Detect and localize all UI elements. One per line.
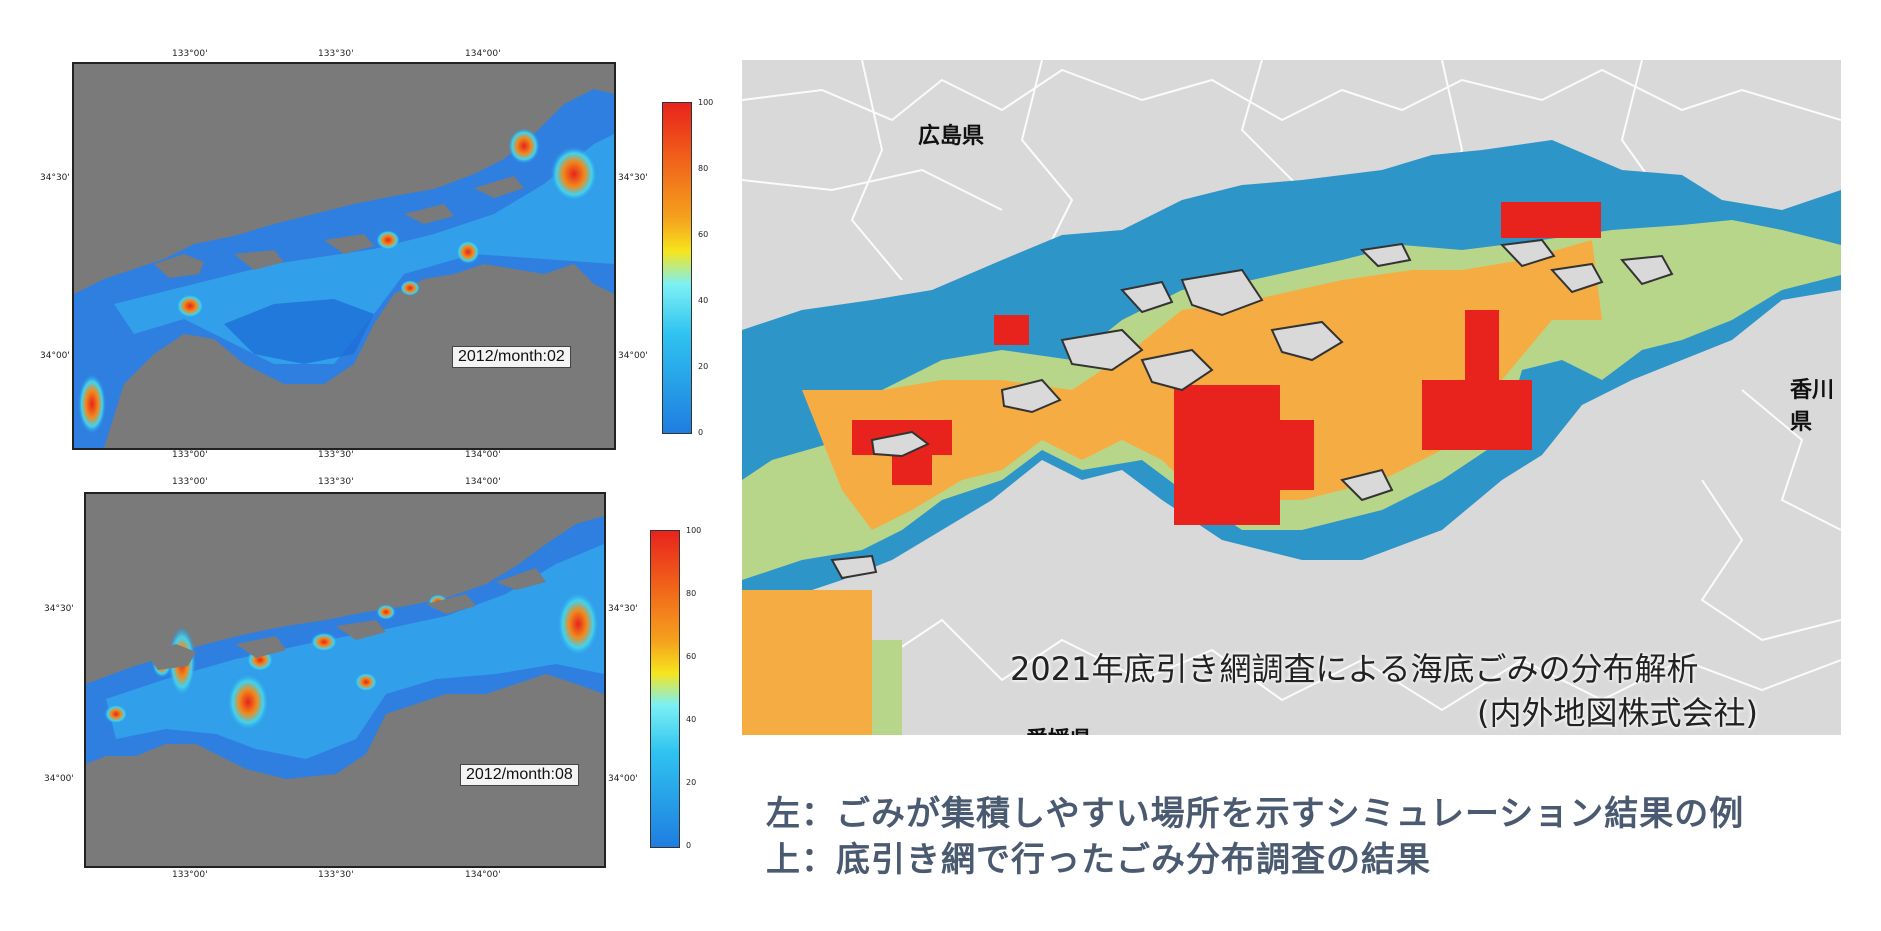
colorbar-top (662, 102, 692, 434)
lat-tick-right-2: 34°00' (618, 351, 648, 361)
caption-line-left: 左：ごみが集積しやすい場所を示すシミュレーション結果の例 (766, 794, 1745, 834)
colorbar-tick-top-0: 0 (698, 428, 704, 437)
colorbar-tick-bottom-100: 100 (686, 526, 702, 535)
lon-tick-bottom-2: 133°30' (318, 870, 354, 880)
survey-map-title: 2021年底引き網調査による海底ごみの分布解析 (1010, 650, 1699, 688)
lon-tick-top-3: 134°00' (465, 477, 501, 487)
colorbar-tick-top-40: 40 (698, 296, 709, 305)
lon-tick-top-2: 133°30' (318, 477, 354, 487)
caption-line-top: 上：底引き網で行ったごみ分布調査の結果 (766, 840, 1431, 880)
simulation-heatmap-bottom (86, 516, 604, 779)
lat-tick-right-1: 34°30' (618, 173, 648, 183)
lon-tick-top-2: 133°30' (318, 49, 354, 59)
survey-map: 広島県 香川県 愛媛県 2021年底引き網調査による海底ごみの分布解析 (内外地… (742, 60, 1841, 735)
lon-tick-bottom-1: 133°00' (172, 450, 208, 460)
simulation-panel-bottom: 133°00' 133°30' 134°00' 34°30' 34°00' 34… (40, 470, 720, 890)
simulation-panel-top: 133°00' 133°30' 134°00' 34°30' 34°00' 34… (40, 40, 720, 460)
colorbar-tick-bottom-40: 40 (686, 715, 697, 724)
colorbar-tick-bottom-80: 80 (686, 589, 697, 598)
lon-tick-bottom-1: 133°00' (172, 870, 208, 880)
simulation-map-bottom: 2012/month:08 (84, 492, 606, 868)
lat-tick-left-2: 34°00' (44, 774, 74, 784)
colorbar-tick-top-20: 20 (698, 362, 709, 371)
lon-tick-bottom-3: 134°00' (465, 450, 501, 460)
lat-tick-left-2: 34°00' (40, 351, 70, 361)
pref-label-kagawa: 香川県 (1790, 378, 1835, 435)
colorbar-tick-top-80: 80 (698, 164, 709, 173)
pref-label-hiroshima: 広島県 (918, 124, 985, 149)
simulation-heatmap-top (74, 89, 614, 448)
colorbar-tick-bottom-0: 0 (686, 841, 692, 850)
lon-tick-top-3: 134°00' (465, 49, 501, 59)
lon-tick-top-1: 133°00' (172, 49, 208, 59)
simulation-map-top: 2012/month:02 (72, 62, 616, 450)
colorbar-bottom (650, 530, 680, 848)
survey-map-credit: (内外地図株式会社) (1477, 694, 1758, 732)
lat-tick-right-1: 34°30' (608, 604, 638, 614)
lon-tick-bottom-3: 134°00' (465, 870, 501, 880)
lat-tick-right-2: 34°00' (608, 774, 638, 784)
lon-tick-bottom-2: 133°30' (318, 450, 354, 460)
lat-tick-left-1: 34°30' (40, 173, 70, 183)
colorbar-tick-top-100: 100 (698, 98, 714, 107)
colorbar-tick-bottom-60: 60 (686, 652, 697, 661)
period-label-bottom: 2012/month:08 (460, 764, 579, 786)
colorbar-tick-top-60: 60 (698, 230, 709, 239)
lat-tick-left-1: 34°30' (44, 604, 74, 614)
survey-grid-map (742, 60, 1841, 735)
period-label-top: 2012/month:02 (452, 346, 571, 368)
lon-tick-top-1: 133°00' (172, 477, 208, 487)
colorbar-tick-bottom-20: 20 (686, 778, 697, 787)
pref-label-ehime: 愛媛県 (1026, 722, 1092, 735)
